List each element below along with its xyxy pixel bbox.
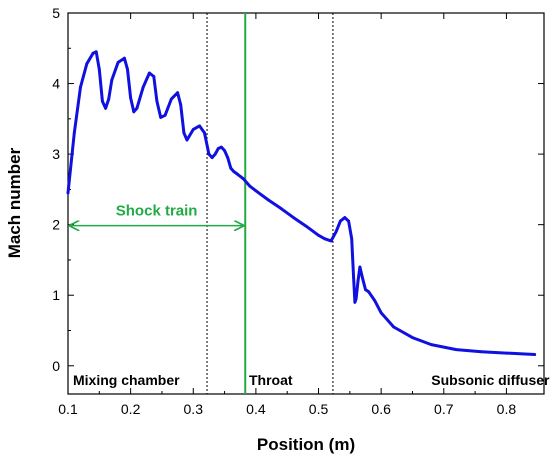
data-point (353, 300, 357, 304)
data-point (317, 233, 320, 237)
data-point (242, 177, 245, 181)
data-point (91, 51, 95, 55)
x-axis-title: Position (m) (257, 435, 355, 454)
data-point (354, 297, 358, 301)
x-tick-label: 0.6 (371, 401, 391, 417)
data-point (248, 184, 252, 188)
data-point (304, 224, 308, 228)
y-tick-label: 1 (52, 287, 60, 303)
data-point (235, 172, 239, 176)
data-point (198, 124, 201, 128)
y-tick-label: 5 (52, 5, 60, 21)
y-tick-label: 0 (52, 358, 60, 374)
data-point (358, 265, 362, 269)
data-point (101, 99, 104, 103)
data-point (350, 237, 354, 241)
data-point (480, 350, 483, 354)
data-point (85, 62, 89, 66)
data-point (356, 279, 360, 283)
data-point (454, 348, 458, 351)
data-point (216, 147, 220, 150)
data-point (339, 219, 342, 223)
data-point (155, 99, 159, 103)
data-point (329, 239, 333, 243)
x-tick-label: 0.5 (309, 401, 329, 417)
data-point (361, 276, 364, 279)
data-point (132, 110, 136, 114)
region-label-1: Mixing chamber (73, 372, 180, 388)
region-label-2: Throat (249, 372, 293, 388)
data-point (533, 353, 536, 356)
data-point (107, 97, 111, 101)
data-point (169, 97, 173, 101)
data-point (116, 61, 120, 64)
data-point (110, 78, 114, 82)
data-point (176, 91, 180, 95)
data-point (104, 106, 107, 110)
y-axis-title: Mach number (5, 147, 24, 258)
y-tick-label: 3 (52, 146, 60, 162)
x-tick-label: 0.1 (58, 401, 78, 417)
x-tick-label: 0.2 (121, 401, 141, 417)
data-point (323, 237, 327, 241)
x-tick-label: 0.3 (184, 401, 204, 417)
data-point (392, 325, 396, 329)
data-point (129, 96, 133, 100)
data-point (223, 149, 227, 153)
data-point (152, 75, 156, 78)
data-point (254, 189, 258, 193)
data-point (210, 156, 214, 160)
data-point (411, 336, 414, 339)
data-point (267, 198, 270, 202)
data-point (191, 127, 195, 131)
y-tick-label: 4 (52, 76, 60, 92)
data-point (66, 191, 70, 195)
data-point (279, 207, 283, 210)
region-label-3: Subsonic diffuser (431, 372, 550, 388)
data-point (343, 216, 347, 220)
data-point (185, 138, 189, 142)
data-point (94, 50, 98, 54)
data-point (379, 311, 383, 315)
data-point (364, 288, 367, 291)
data-point (429, 343, 433, 346)
x-tick-label: 0.4 (246, 401, 266, 417)
data-point (179, 103, 183, 107)
data-point (232, 170, 236, 174)
data-point (352, 276, 355, 279)
data-point (126, 68, 129, 71)
y-tick-label: 2 (52, 217, 60, 233)
x-tick-label: 0.8 (497, 401, 517, 417)
data-point (79, 85, 82, 89)
data-point (203, 131, 206, 135)
data-point (72, 131, 76, 135)
data-point (505, 351, 508, 355)
data-point (292, 216, 295, 220)
data-point (135, 106, 139, 110)
data-point (148, 71, 151, 75)
data-point (163, 113, 167, 117)
data-point (182, 131, 186, 135)
data-point (141, 85, 145, 89)
shock-train-label: Shock train (116, 203, 198, 220)
data-point (347, 219, 350, 223)
data-point (373, 299, 377, 303)
data-point (207, 152, 211, 156)
x-tick-label: 0.7 (434, 401, 454, 417)
data-point (159, 116, 163, 119)
data-point (229, 166, 233, 170)
data-point (123, 56, 126, 60)
data-point (226, 156, 230, 160)
data-point (367, 290, 370, 294)
data-point (220, 145, 223, 149)
data-point (334, 230, 338, 234)
plot-frame (67, 12, 545, 395)
data-point (213, 152, 217, 156)
data-point (97, 68, 101, 71)
